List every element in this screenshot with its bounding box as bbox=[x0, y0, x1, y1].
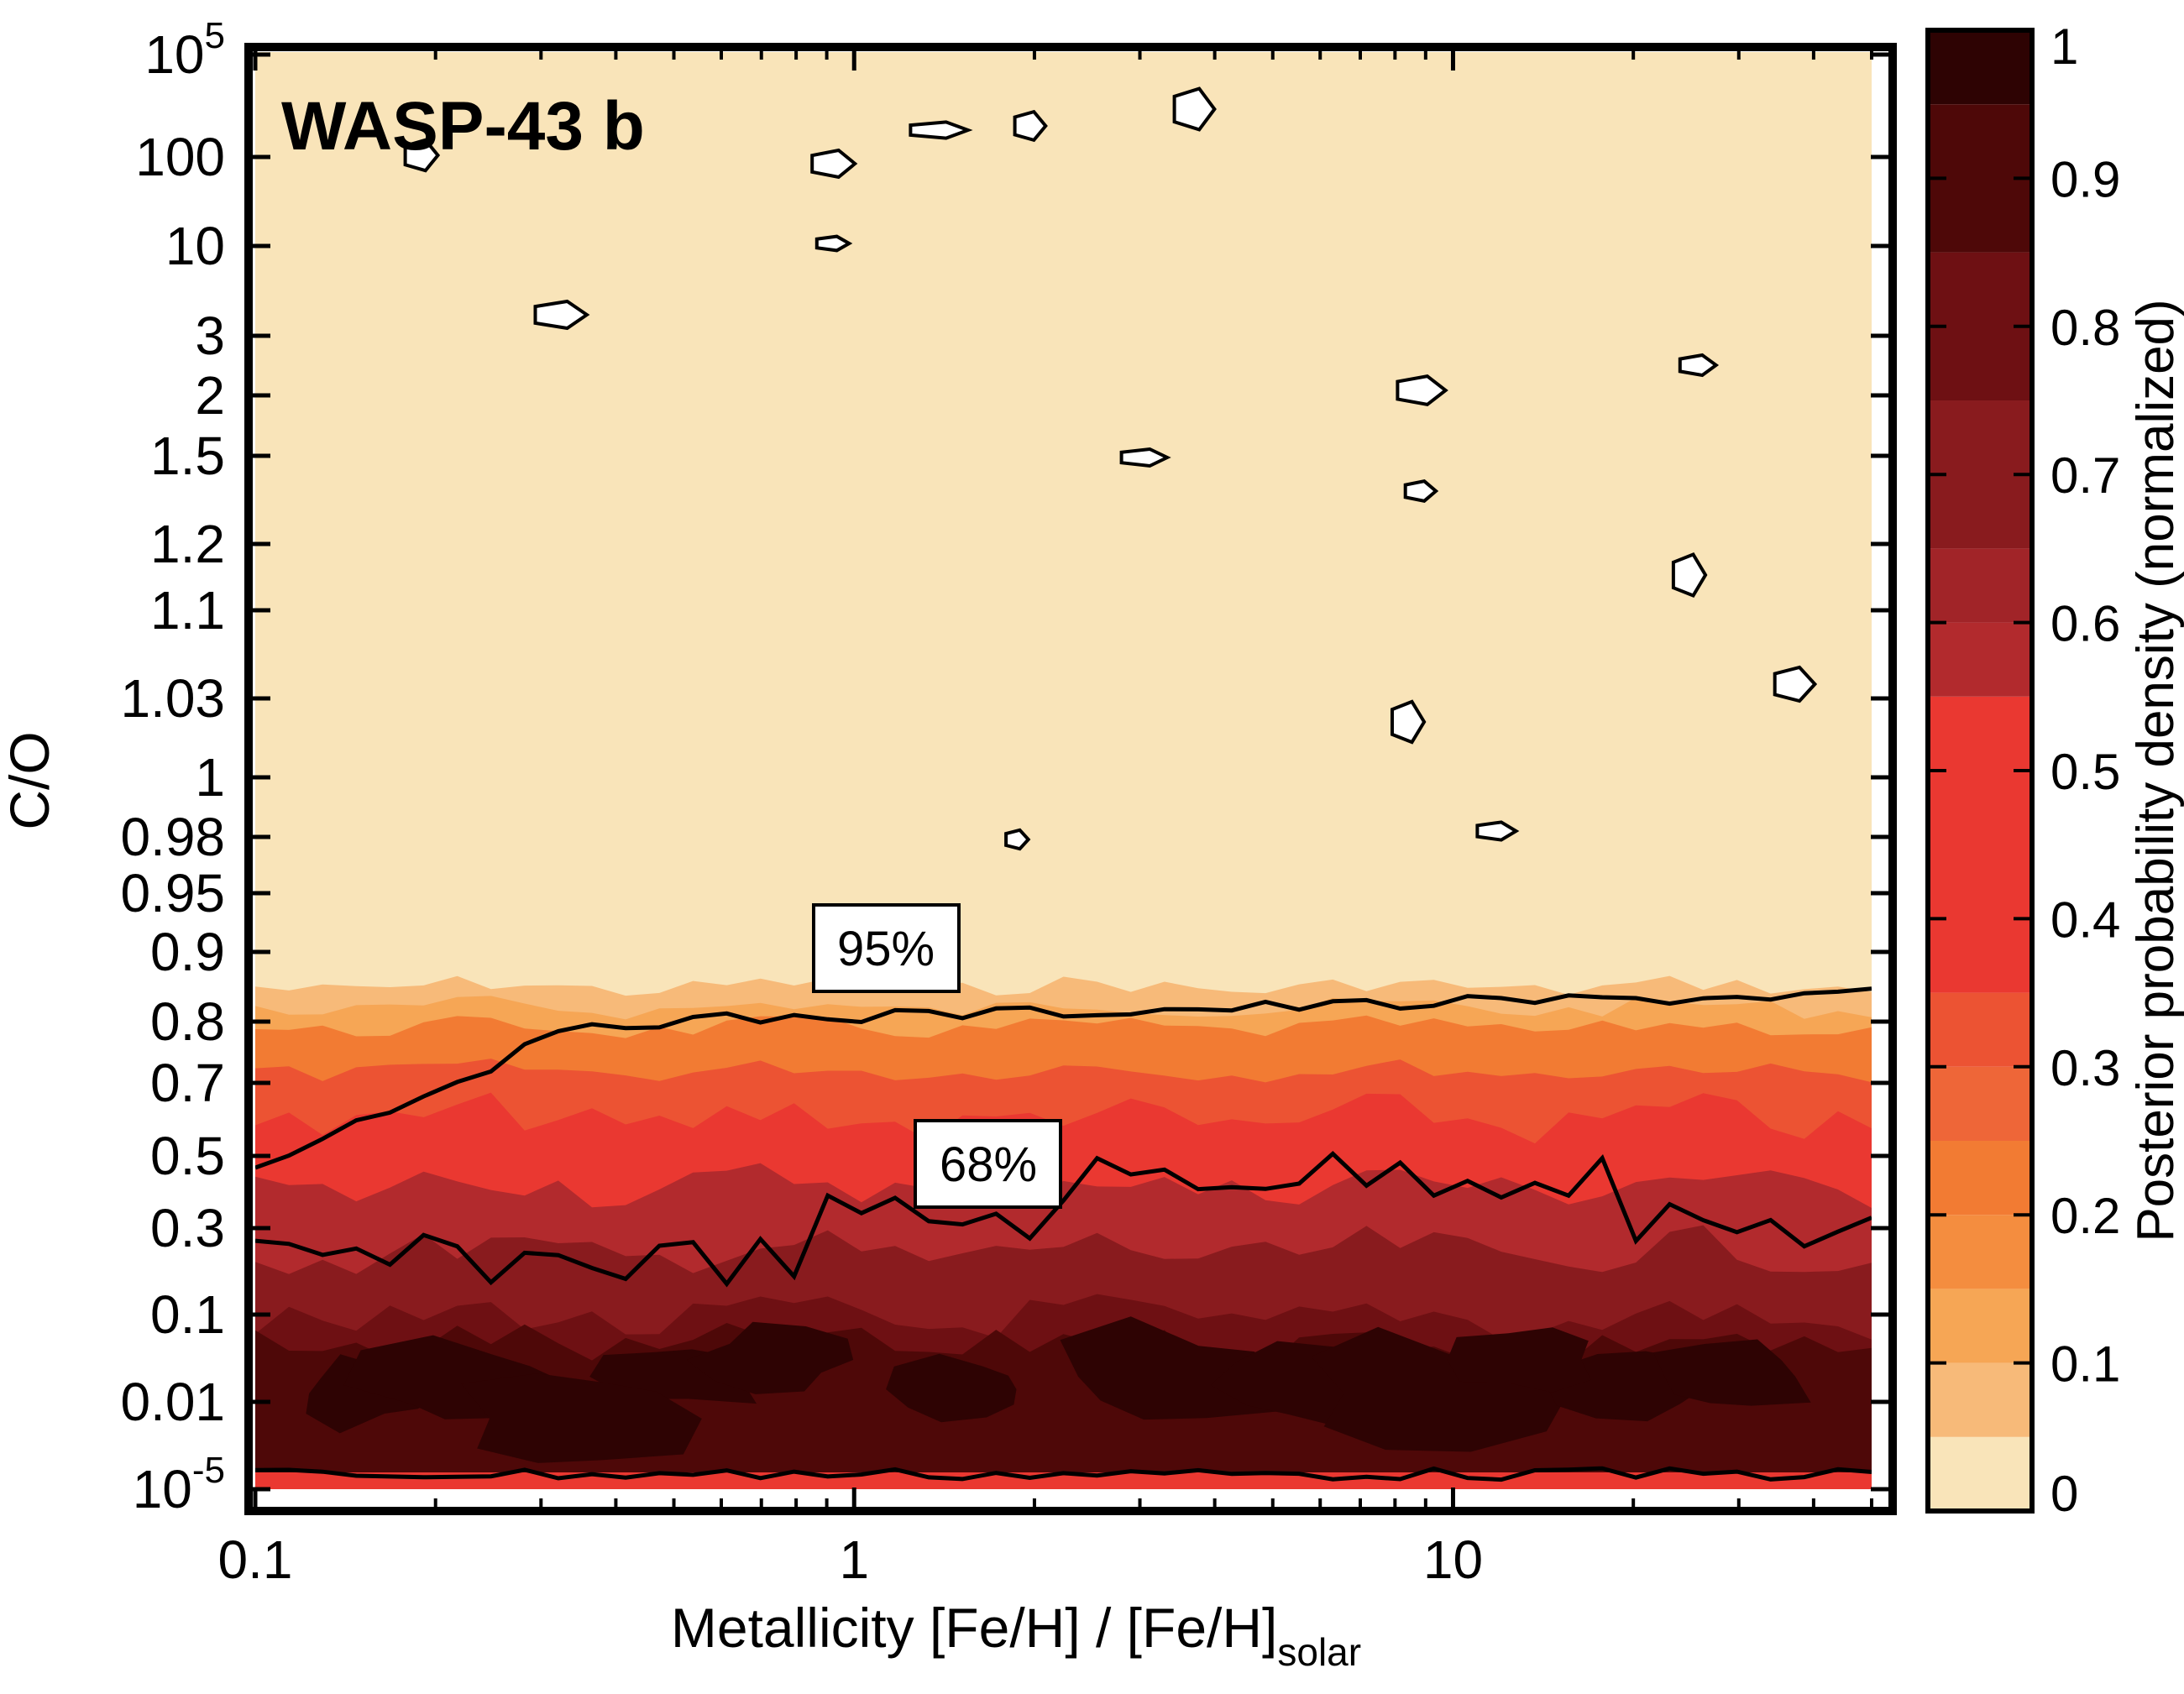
colorbar-tick-label: 0.9 bbox=[2050, 151, 2120, 207]
noise-contour bbox=[1396, 374, 1448, 407]
noise-contour bbox=[1119, 447, 1171, 468]
y-tick-label: 0.8 bbox=[150, 991, 225, 1052]
y-tick-label: 0.9 bbox=[150, 922, 225, 982]
colorbar-band bbox=[1928, 992, 2032, 1067]
y-tick-label: 0.98 bbox=[120, 807, 225, 867]
density-peak bbox=[886, 1353, 1017, 1423]
noise-contour bbox=[1403, 479, 1439, 503]
y-tick-label: 1 bbox=[195, 747, 225, 808]
colorbar-tick-label: 1 bbox=[2050, 18, 2078, 75]
density-layer bbox=[255, 52, 1872, 1489]
colorbar: 0 0.1 0.2 0.3 0.4 0.5 0.6 0.7 0.8 0.9 1 Posterior … bbox=[1925, 18, 2184, 1522]
noise-contour bbox=[909, 120, 973, 140]
y-tick-label: 0.7 bbox=[150, 1053, 225, 1113]
contour-label-95: 95% bbox=[812, 903, 961, 993]
colorbar-tick-label: 0.3 bbox=[2050, 1040, 2120, 1096]
noise-contour bbox=[1475, 820, 1520, 842]
noise-contour bbox=[810, 148, 858, 180]
noise-contour bbox=[1678, 353, 1720, 378]
colorbar-band bbox=[1928, 30, 2032, 105]
y-tick-label-exp: -5 bbox=[192, 1450, 225, 1491]
density-peak bbox=[1653, 1339, 1811, 1406]
contour-label-68-text: 68% bbox=[940, 1137, 1037, 1192]
contour-95 bbox=[255, 986, 1872, 1170]
noise-contour bbox=[403, 138, 441, 173]
y-tick-label-base: 10 bbox=[133, 1459, 192, 1519]
x-axis-title-main: Metallicity [Fe/H] / [Fe/H] bbox=[671, 1597, 1277, 1659]
noise-contour bbox=[1671, 552, 1708, 598]
x-axis-title: Metallicity [Fe/H] / [Fe/H]solar bbox=[671, 1597, 1361, 1674]
colorbar-band bbox=[1928, 1289, 2032, 1363]
noise-contour bbox=[1773, 665, 1818, 703]
y-tick-label: 100 bbox=[135, 127, 225, 187]
y-tick-label: 10 bbox=[165, 216, 225, 276]
x-axis-title-sub: solar bbox=[1277, 1630, 1361, 1674]
contour-lines bbox=[255, 986, 1872, 1482]
colorbar-tick-label: 0.7 bbox=[2050, 447, 2120, 504]
x-tick-label: 10 bbox=[1423, 1529, 1483, 1590]
x-axis: 0.1 1 10 bbox=[218, 47, 1873, 1590]
y-tick-label: 0.3 bbox=[150, 1198, 225, 1258]
noise-contour bbox=[1172, 86, 1217, 132]
y-tick-label: 3 bbox=[195, 306, 225, 366]
density-peak bbox=[1447, 1327, 1591, 1393]
colorbar-band bbox=[1928, 1141, 2032, 1216]
y-axis: 10-50.010.10.30.50.70.80.90.950.9811.031… bbox=[120, 15, 1893, 1519]
colorbar-band bbox=[1928, 696, 2032, 993]
colorbar-band bbox=[1928, 1436, 2032, 1511]
colorbar-tick-label: 0.1 bbox=[2050, 1336, 2120, 1393]
y-axis-title: C/O bbox=[0, 731, 60, 829]
y-tick-label: 0.01 bbox=[120, 1372, 225, 1432]
noise-contour bbox=[1004, 828, 1031, 851]
contour-label-68: 68% bbox=[914, 1119, 1062, 1209]
y-tick-label: 2 bbox=[195, 365, 225, 426]
y-tick-label: 0.95 bbox=[120, 863, 225, 923]
plot-title: WASP-43 b bbox=[281, 88, 645, 165]
colorbar-tick-label: 0.2 bbox=[2050, 1188, 2120, 1244]
colorbar-tick-label: 0.5 bbox=[2050, 744, 2120, 800]
colorbar-ticks: 0 0.1 0.2 0.3 0.4 0.5 0.6 0.7 0.8 0.9 1 bbox=[1928, 18, 2120, 1522]
noise-contour bbox=[1013, 109, 1048, 143]
colorbar-band bbox=[1928, 622, 2032, 697]
contour-bottom bbox=[255, 1466, 1872, 1482]
noise-contour bbox=[533, 299, 590, 331]
density-peak bbox=[686, 1321, 854, 1394]
y-tick-label-exp: 5 bbox=[205, 15, 225, 56]
contour-label-95-text: 95% bbox=[837, 922, 935, 976]
x-tick-label: 1 bbox=[839, 1529, 869, 1590]
noise-contour bbox=[814, 234, 853, 253]
colorbar-band bbox=[1928, 1362, 2032, 1437]
colorbar-band bbox=[1928, 548, 2032, 623]
colorbar-band bbox=[1928, 1066, 2032, 1141]
contour-68 bbox=[255, 1151, 1872, 1288]
colorbar-tick-label: 0.8 bbox=[2050, 300, 2120, 356]
colorbar-band bbox=[1928, 1215, 2032, 1289]
density-peak bbox=[461, 1373, 702, 1463]
y-tick-label: 1.5 bbox=[150, 426, 225, 486]
y-tick-label-base: 10 bbox=[144, 24, 204, 85]
colorbar-title: Posterior probability density (normalize… bbox=[2127, 299, 2184, 1242]
y-tick-label: 10-5 bbox=[133, 1450, 225, 1519]
noise-contours bbox=[403, 86, 1818, 851]
colorbar-tick-label: 0.4 bbox=[2050, 891, 2120, 948]
y-tick-label: 0.5 bbox=[150, 1126, 225, 1186]
colorbar-tick-label: 0 bbox=[2050, 1466, 2078, 1522]
noise-contour bbox=[1391, 699, 1427, 745]
y-tick-label: 1.1 bbox=[150, 580, 225, 640]
y-tick-label: 105 bbox=[144, 15, 225, 85]
density-peak bbox=[1311, 1326, 1569, 1452]
x-tick-label: 0.1 bbox=[218, 1529, 293, 1590]
y-tick-label: 1.03 bbox=[120, 668, 225, 729]
colorbar-tick-label: 0.6 bbox=[2050, 596, 2120, 652]
y-tick-label: 1.2 bbox=[150, 514, 225, 574]
y-tick-label: 0.1 bbox=[150, 1284, 225, 1345]
